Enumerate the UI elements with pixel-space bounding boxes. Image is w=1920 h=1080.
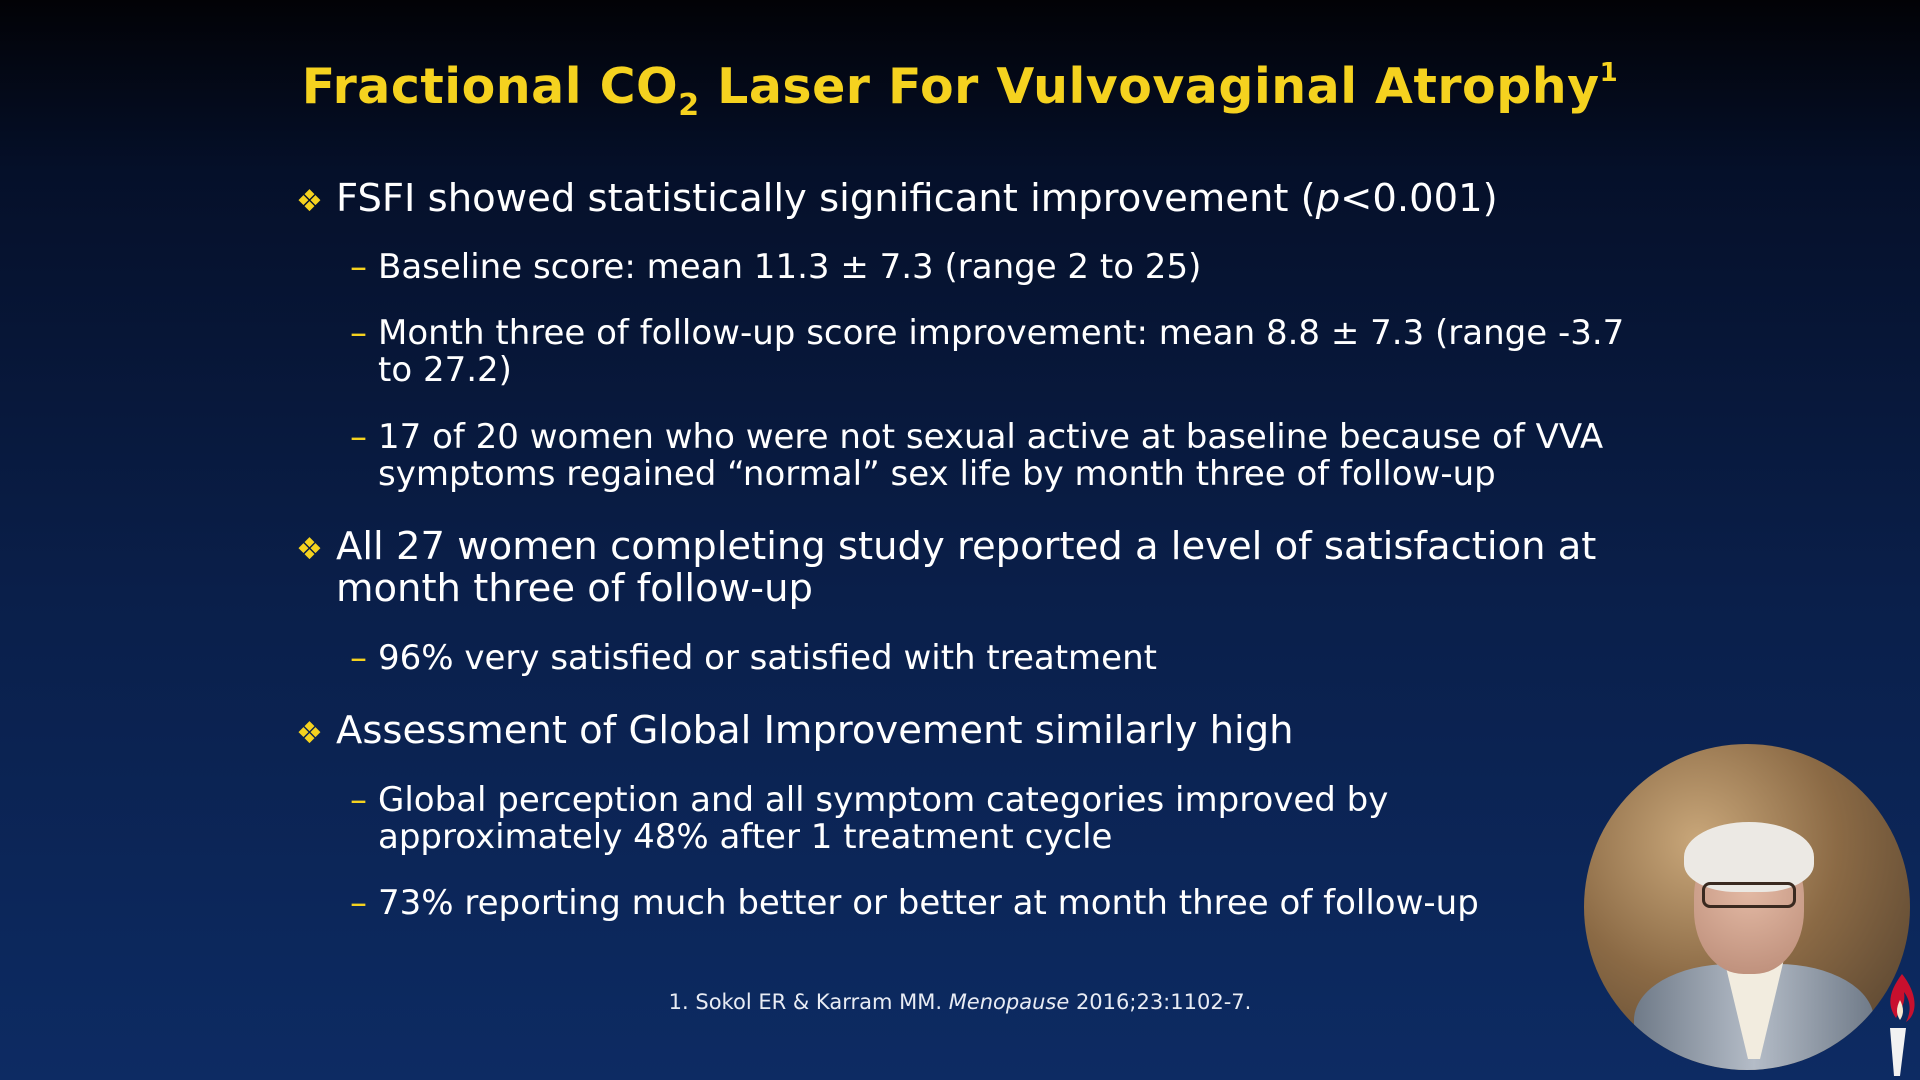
title-part1: Fractional CO	[301, 58, 679, 115]
sub-bullet-baseline: – Baseline score: mean 11.3 ± 7.3 (range…	[350, 249, 1650, 286]
sub-bullet-text: Baseline score: mean 11.3 ± 7.3 (range 2…	[378, 247, 1202, 287]
speaker-webcam-video	[1584, 744, 1910, 1070]
sub-bullet-text: 96% very satisfied or satisfied with tre…	[378, 638, 1157, 678]
title-part2: Laser For Vulvovaginal Atrophy	[699, 58, 1600, 115]
bullet-text-pre: FSFI showed statistically significant im…	[336, 176, 1316, 221]
dash-icon: –	[350, 313, 367, 353]
title-superscript: 1	[1599, 58, 1619, 88]
bullet-text-post: <0.001)	[1340, 176, 1498, 221]
sub-bullet-text: 17 of 20 women who were not sexual activ…	[378, 417, 1604, 494]
sub-bullet-text: Month three of follow-up score improveme…	[378, 313, 1625, 390]
torch-logo-icon	[1890, 974, 1915, 1076]
dash-icon: –	[350, 417, 367, 457]
title-subscript: 2	[678, 88, 700, 123]
reference-pre: 1. Sokol ER & Karram MM.	[668, 990, 949, 1014]
sub-bullet-96-percent: – 96% very satisfied or satisfied with t…	[350, 640, 1650, 677]
bullet-text-italic: p	[1315, 176, 1341, 221]
bullet-text: Assessment of Global Improvement similar…	[336, 708, 1294, 753]
speaker-glasses	[1702, 882, 1796, 908]
sub-bullet-sexual-activity: – 17 of 20 women who were not sexual act…	[350, 419, 1650, 493]
dash-icon: –	[350, 638, 367, 678]
diamond-bullet-icon: ❖	[296, 532, 323, 567]
reference-footnote: 1. Sokol ER & Karram MM. Menopause 2016;…	[0, 990, 1920, 1014]
bullet-fsfi: ❖ FSFI showed statistically significant …	[296, 178, 1656, 220]
dash-icon: –	[350, 780, 367, 820]
diamond-bullet-icon: ❖	[296, 184, 323, 219]
reference-post: 2016;23:1102-7.	[1069, 990, 1252, 1014]
bullet-text: All 27 women completing study reported a…	[336, 524, 1597, 611]
dash-icon: –	[350, 247, 367, 287]
speaker-hair	[1684, 822, 1814, 892]
bullet-text: FSFI showed statistically significant im…	[336, 178, 1656, 220]
reference-journal: Menopause	[948, 990, 1070, 1014]
sub-bullet-73-percent: – 73% reporting much better or better at…	[350, 885, 1650, 922]
bullet-global-improvement: ❖ Assessment of Global Improvement simil…	[296, 710, 1656, 752]
sub-bullet-text: 73% reporting much better or better at m…	[378, 883, 1479, 923]
sub-bullet-text: Global perception and all symptom catego…	[378, 780, 1389, 857]
sub-bullet-month-three: – Month three of follow-up score improve…	[350, 315, 1650, 389]
bullet-satisfaction: ❖ All 27 women completing study reported…	[296, 526, 1656, 610]
dash-icon: –	[350, 883, 367, 923]
sub-bullet-global-perception: – Global perception and all symptom cate…	[350, 782, 1480, 856]
slide-title: Fractional CO2 Laser For Vulvovaginal At…	[0, 58, 1920, 123]
diamond-bullet-icon: ❖	[296, 716, 323, 751]
